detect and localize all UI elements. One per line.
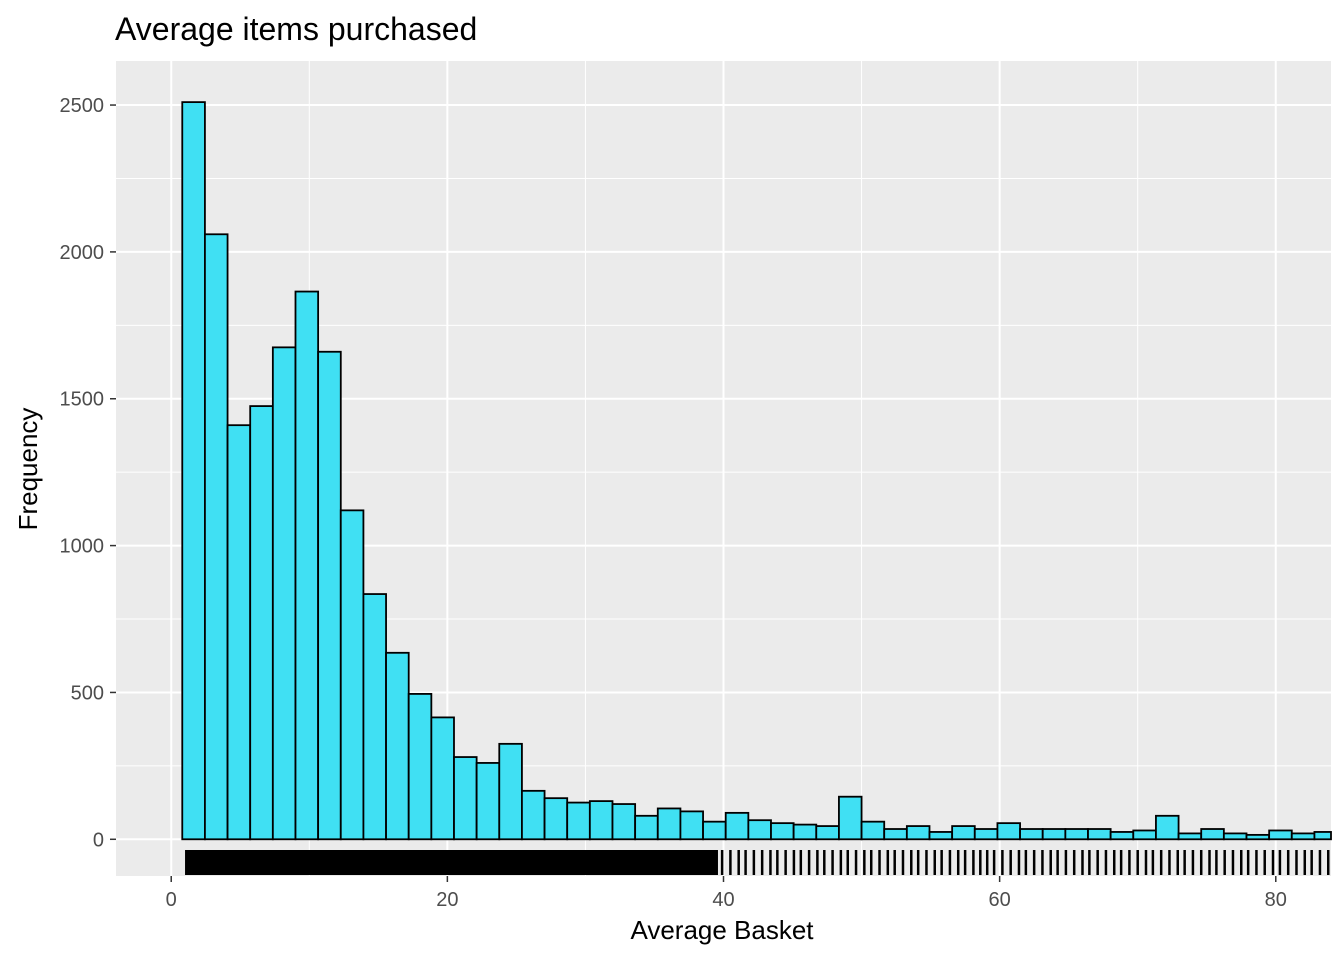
histogram-bar <box>928 831 954 841</box>
histogram-bar <box>226 424 252 841</box>
histogram-bar <box>475 762 501 841</box>
histogram-bar <box>566 801 591 841</box>
histogram-bar <box>317 350 342 841</box>
histogram-bar <box>430 716 455 841</box>
histogram-bar <box>679 810 704 841</box>
histogram-bars <box>181 101 1332 841</box>
histogram-bar <box>1290 832 1316 841</box>
histogram-bar <box>339 509 365 841</box>
histogram-bar <box>588 800 614 841</box>
x-tick-label: 20 <box>436 889 458 911</box>
histogram-bar <box>1313 831 1332 841</box>
histogram-bar <box>611 803 637 841</box>
histogram-bar <box>204 233 229 841</box>
x-tick-label: 80 <box>1265 889 1287 911</box>
y-tick-label: 500 <box>71 682 104 704</box>
histogram-bar <box>747 819 772 841</box>
y-axis-title: Frequency <box>13 408 43 531</box>
y-tick-label: 0 <box>93 829 104 851</box>
histogram-bar <box>838 795 863 841</box>
histogram-bar <box>362 593 387 841</box>
histogram-bar <box>1132 829 1157 841</box>
histogram-bar <box>1087 828 1112 841</box>
y-tick-label: 2500 <box>60 95 105 117</box>
rug-marks <box>185 850 1330 875</box>
histogram-bar <box>271 346 297 841</box>
histogram-bar <box>815 825 840 841</box>
histogram-bar <box>792 823 818 841</box>
histogram-bar <box>634 814 659 841</box>
histogram-bar <box>1155 814 1180 841</box>
histogram-bar <box>521 789 546 841</box>
histogram-bar <box>249 405 274 841</box>
histogram-bar <box>1019 828 1044 841</box>
histogram-bar <box>294 290 320 841</box>
histogram-bar <box>1200 828 1225 841</box>
rug-dense-block <box>185 850 718 875</box>
histogram-bar <box>498 742 523 841</box>
x-axis-title: Average Basket <box>630 915 814 945</box>
y-tick-label: 2000 <box>60 242 105 264</box>
histogram-bar <box>905 825 931 841</box>
x-tick-label: 60 <box>989 889 1011 911</box>
y-axis: 0 500 1000 1500 2000 2500 <box>60 95 116 851</box>
histogram-bar <box>1222 832 1248 841</box>
histogram-bar <box>407 693 433 841</box>
histogram-bar <box>543 797 569 841</box>
histogram-bar <box>453 756 478 841</box>
histogram-bar <box>1064 828 1089 841</box>
y-tick-label: 1000 <box>60 536 105 558</box>
histogram-bar <box>702 820 727 841</box>
histogram-bar <box>1109 831 1135 841</box>
x-axis: 0 20 40 60 80 <box>166 876 1287 911</box>
histogram-bar <box>385 651 410 841</box>
chart-title: Average items purchased <box>115 11 477 47</box>
histogram-bar <box>860 820 886 841</box>
histogram-bar <box>883 828 908 841</box>
y-tick-label: 1500 <box>60 389 105 411</box>
histogram-bar <box>1245 833 1271 841</box>
histogram-bar <box>181 101 206 841</box>
x-tick-label: 0 <box>166 889 177 911</box>
histogram-bar <box>996 822 1021 841</box>
histogram-bar <box>1268 829 1293 841</box>
histogram-bar <box>951 825 976 841</box>
histogram-bar <box>1177 832 1203 841</box>
histogram-bar <box>1041 828 1067 841</box>
x-tick-label: 40 <box>712 889 734 911</box>
histogram-bar <box>656 807 682 841</box>
histogram-bar <box>973 828 999 841</box>
histogram-bar <box>770 822 795 841</box>
histogram-bar <box>724 811 750 841</box>
